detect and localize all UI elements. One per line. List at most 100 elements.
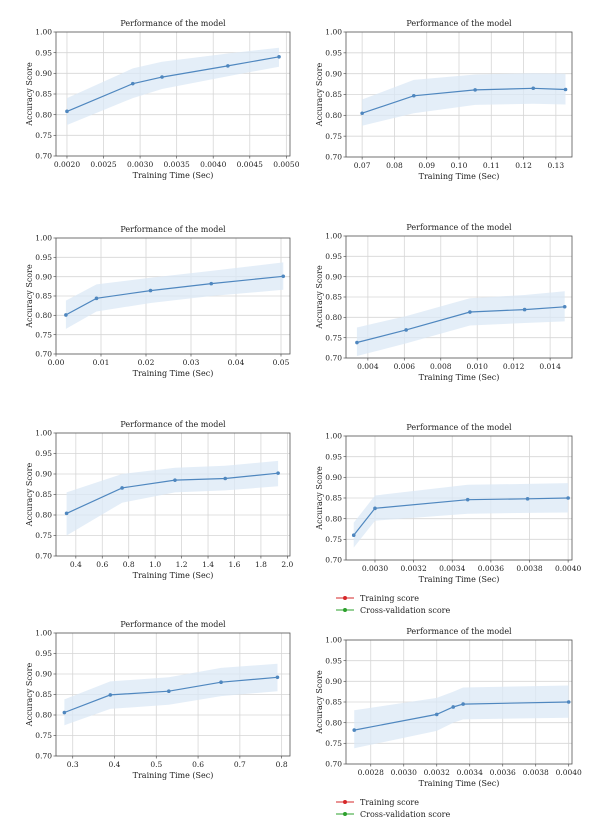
x-tick-label: 0.8 xyxy=(123,560,135,569)
x-tick-label: 0.09 xyxy=(418,161,435,170)
score-point xyxy=(451,705,456,709)
x-tick-label: 0.03 xyxy=(183,358,200,367)
y-tick-label: 0.85 xyxy=(35,490,52,499)
score-std-band xyxy=(362,73,566,126)
chart-title: Performance of the model xyxy=(120,420,226,429)
y-tick-label: 0.80 xyxy=(35,311,52,320)
y-tick-label: 0.90 xyxy=(35,69,52,78)
y-tick-label: 0.80 xyxy=(35,711,52,720)
score-point xyxy=(434,712,439,717)
score-point xyxy=(373,506,377,511)
y-axis-label: Accuracy Score xyxy=(315,63,324,128)
chart-panel-3: 0.00 0.01 0.02 0.03 0.04 0.05 0.70 0.75 0.80 0.85… xyxy=(25,225,291,378)
x-tick-label: 0.4 xyxy=(109,760,121,769)
y-axis-label: Accuracy Score xyxy=(25,62,34,127)
x-tick-label: 0.0034 xyxy=(439,564,465,573)
x-tick-label: 0.0040 xyxy=(200,160,226,169)
chart-panel-5: 0.4 0.6 0.8 1.0 1.2 1.4 1.6 1.8 2.0 0.70 0.75 0.80 0… xyxy=(25,420,294,580)
x-tick-label: 0.0036 xyxy=(490,768,516,777)
x-tick-label: 1.6 xyxy=(229,560,241,569)
y-axis-label: Accuracy Score xyxy=(315,265,324,330)
score-point xyxy=(563,87,568,92)
y-tick-label: 0.75 xyxy=(325,739,342,748)
score-std-band xyxy=(356,291,565,356)
x-tick-label: 0.13 xyxy=(548,161,565,170)
x-tick-label: 0.12 xyxy=(515,161,532,170)
y-tick-label: 0.90 xyxy=(35,670,52,679)
y-tick-label: 0.70 xyxy=(325,760,342,769)
chart-panel-4: 0.004 0.006 0.008 0.010 0.012 0.014 0.70 0.75 0.… xyxy=(315,223,573,382)
legend-2: Training score Cross-validation score xyxy=(336,798,450,819)
score-point xyxy=(120,486,124,490)
x-tick-label: 0.0034 xyxy=(457,768,483,777)
y-tick-label: 0.80 xyxy=(325,718,342,727)
y-tick-label: 0.70 xyxy=(35,152,52,161)
legend-swatch-marker xyxy=(343,596,347,600)
y-axis-label: Accuracy Score xyxy=(25,463,34,528)
x-tick-label: 0.0032 xyxy=(400,564,426,573)
x-axis-label: Training Time (Sec) xyxy=(133,369,214,378)
score-point xyxy=(275,675,280,680)
x-tick-label: 0.0030 xyxy=(127,160,153,169)
score-point xyxy=(276,471,280,475)
score-point xyxy=(160,75,164,79)
score-point xyxy=(461,702,465,706)
x-tick-label: 0.00 xyxy=(48,358,65,367)
score-point xyxy=(64,313,68,317)
score-std-band xyxy=(65,262,284,329)
y-tick-label: 0.70 xyxy=(35,752,52,761)
score-point xyxy=(130,81,135,86)
x-tick-label: 0.7 xyxy=(234,760,246,769)
chart-title: Performance of the model xyxy=(406,223,512,232)
x-tick-label: 0.0038 xyxy=(516,564,542,573)
y-tick-label: 0.85 xyxy=(35,292,52,301)
score-point xyxy=(173,478,177,482)
legend-label: Training score xyxy=(360,594,419,603)
y-tick-label: 0.95 xyxy=(325,656,342,665)
x-tick-label: 0.012 xyxy=(503,362,525,371)
y-tick-label: 0.70 xyxy=(35,350,52,359)
x-tick-label: 0.4 xyxy=(70,560,82,569)
x-axis-label: Training Time (Sec) xyxy=(133,771,214,780)
y-axis-label: Accuracy Score xyxy=(315,670,324,735)
y-axis-label: Accuracy Score xyxy=(25,663,34,728)
score-point xyxy=(468,310,472,314)
score-std-band xyxy=(354,685,569,749)
y-tick-label: 1.00 xyxy=(325,432,342,441)
y-axis-label: Accuracy Score xyxy=(315,466,324,531)
legend-swatch-marker xyxy=(343,608,347,612)
score-point xyxy=(281,274,286,279)
x-tick-label: 0.02 xyxy=(138,358,155,367)
y-tick-label: 0.90 xyxy=(325,272,342,281)
score-std-band xyxy=(67,47,279,126)
score-point xyxy=(473,88,477,92)
x-tick-label: 0.0050 xyxy=(273,160,299,169)
y-tick-label: 0.70 xyxy=(325,556,342,565)
x-tick-label: 0.0038 xyxy=(523,768,549,777)
y-tick-label: 0.75 xyxy=(35,731,52,740)
y-tick-label: 0.85 xyxy=(325,494,342,503)
chart-title: Performance of the model xyxy=(120,19,226,28)
chart-panel-6: 0.0030 0.0032 0.0034 0.0036 0.0038 0.0040 0.70… xyxy=(315,423,581,584)
score-point xyxy=(352,728,357,732)
score-point xyxy=(223,476,228,481)
x-tick-label: 0.3 xyxy=(67,760,79,769)
y-tick-label: 0.80 xyxy=(35,511,52,520)
y-tick-label: 0.85 xyxy=(325,293,342,302)
x-tick-label: 0.6 xyxy=(96,560,108,569)
score-point xyxy=(219,680,223,684)
score-point xyxy=(94,296,99,301)
chart-panel-8: 0.0028 0.0030 0.0032 0.0034 0.0036 0.0038 0.00… xyxy=(315,627,582,788)
y-tick-label: 1.00 xyxy=(35,629,52,638)
legend-1: Training score Cross-validation score xyxy=(336,594,450,615)
y-tick-label: 0.75 xyxy=(35,131,52,140)
legend-label: Training score xyxy=(360,798,419,807)
x-axis-label: Training Time (Sec) xyxy=(419,575,500,584)
y-tick-label: 0.80 xyxy=(35,110,52,119)
x-tick-label: 0.010 xyxy=(466,362,488,371)
y-tick-label: 0.80 xyxy=(325,313,342,322)
chart-panel-2: 0.07 0.08 0.09 0.10 0.11 0.12 0.13 0.70 0.75 0.80… xyxy=(315,19,573,181)
legend-label: Cross-validation score xyxy=(360,606,450,615)
x-tick-label: 1.8 xyxy=(255,560,267,569)
